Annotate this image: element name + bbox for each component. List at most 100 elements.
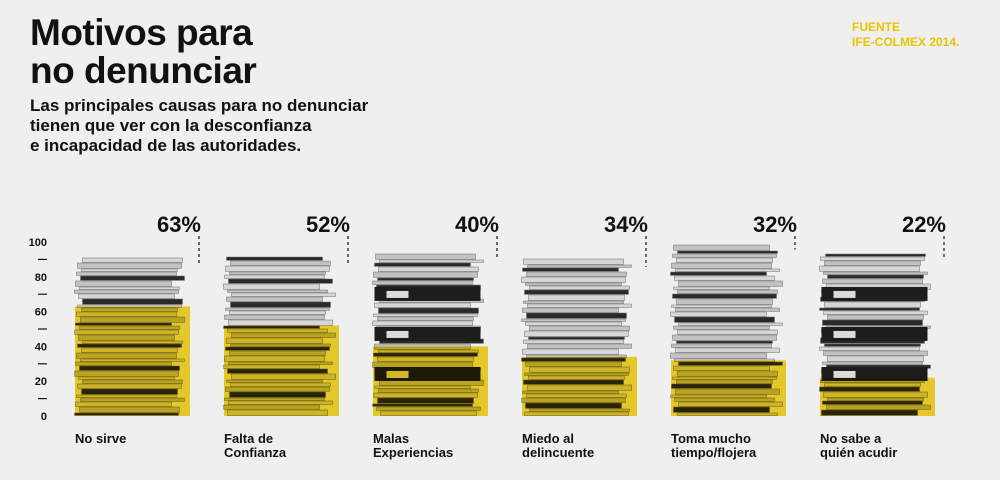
category-label: Falta de	[224, 431, 273, 446]
paper-sheet	[225, 307, 330, 311]
paper-sheet	[527, 303, 632, 308]
paper-sheet	[527, 343, 632, 349]
paper-sheet	[79, 286, 180, 290]
paper-sheet	[74, 289, 179, 294]
title-line-1: Motivos para	[30, 12, 253, 53]
category-label: Experiencias	[373, 445, 453, 460]
paper-sheet	[230, 301, 331, 308]
paper-sheet	[675, 307, 780, 312]
paper-sheet	[676, 340, 773, 344]
paper-sheet	[827, 314, 924, 320]
paper-sheet	[526, 312, 627, 319]
paper-sheet	[372, 320, 473, 326]
paper-sheet	[224, 274, 325, 279]
value-bar	[522, 356, 637, 416]
paper-sheet	[529, 325, 630, 331]
category-label: No sirve	[75, 431, 126, 446]
paper-sheet	[524, 289, 629, 295]
paper-sheet	[824, 301, 921, 308]
value-bar	[75, 306, 190, 416]
y-tick-label: 100	[29, 237, 47, 249]
binder-label	[386, 290, 409, 298]
category-label: Malas	[373, 431, 409, 446]
paper-sheet	[377, 316, 474, 321]
paper-sheet	[822, 319, 923, 326]
paper-sheet	[224, 314, 325, 320]
paper-sheet	[824, 343, 921, 347]
paper-sheet	[670, 352, 767, 359]
paper-sheet	[228, 319, 333, 326]
paper-sheet	[677, 250, 778, 254]
subtitle-line-3: e incapacidad de las autoridades.	[30, 136, 302, 155]
category-label: tiempo/flojera	[671, 445, 757, 460]
paper-sheet	[677, 329, 778, 335]
value-label: 22%	[902, 212, 946, 237]
paper-sheet	[819, 265, 920, 272]
paper-sheet	[81, 268, 178, 272]
paper-sheet	[671, 262, 772, 269]
paper-sheet	[673, 325, 770, 330]
value-bar	[820, 377, 935, 416]
paper-sheet	[223, 283, 320, 290]
paper-sheet	[827, 274, 924, 279]
paper-sheet	[524, 330, 629, 337]
paper-sheet	[823, 350, 928, 356]
value-label: 32%	[753, 212, 797, 237]
paper-sheet	[76, 271, 177, 276]
paper-sheet	[379, 259, 484, 263]
paper-sheet	[675, 347, 780, 353]
paper-sheet	[523, 300, 624, 304]
paper-sheet	[671, 343, 772, 348]
category-label: Miedo al	[522, 431, 574, 446]
paper-sheet	[374, 262, 471, 267]
paper-sheet	[673, 244, 770, 251]
value-label: 52%	[306, 212, 350, 237]
subtitle-line-2: tienen que ver con la desconfianza	[30, 116, 312, 135]
paper-sheet	[528, 336, 625, 340]
paper-sheet	[825, 253, 926, 257]
y-tick-label: 80	[35, 272, 47, 284]
paper-sheet	[526, 271, 627, 277]
paper-sheet	[529, 285, 630, 290]
paper-sheet	[525, 321, 622, 326]
category-label: delincuente	[522, 445, 594, 460]
paper-sheet	[373, 271, 478, 278]
paper-sheet	[822, 278, 923, 284]
paper-sheet	[374, 302, 471, 308]
paper-sheet	[373, 313, 478, 317]
paper-sheet	[672, 334, 777, 341]
paper-sheet	[824, 260, 921, 266]
paper-sheet	[527, 264, 632, 268]
value-bar	[224, 325, 339, 416]
paper-sheet	[523, 258, 624, 265]
paper-sheet	[819, 346, 920, 351]
paper-sheet	[375, 253, 476, 260]
paper-sheet	[676, 257, 773, 263]
paper-sheet	[676, 298, 773, 305]
source-label: FUENTE	[852, 20, 900, 34]
paper-sheet	[522, 307, 619, 313]
paper-sheet	[522, 267, 619, 272]
paper-sheet	[226, 296, 323, 302]
paper-sheet	[827, 355, 924, 362]
paper-sheet	[75, 280, 172, 287]
paper-sheet	[227, 289, 328, 293]
paper-sheet	[820, 256, 925, 261]
paper-sheet	[525, 282, 622, 286]
y-tick-label: 60	[35, 307, 47, 319]
paper-sheet	[521, 318, 626, 322]
paper-sheet	[229, 310, 326, 315]
paper-sheet	[372, 280, 473, 285]
paper-sheet	[77, 262, 182, 269]
paper-sheet	[378, 307, 479, 314]
binder-label	[833, 370, 856, 378]
paper-sheet	[231, 292, 336, 297]
paper-sheet	[672, 253, 777, 258]
paper-sheet	[822, 361, 923, 365]
paper-sheet	[78, 293, 175, 299]
source-note: FUENTE IFE-COLMEX 2014.	[852, 20, 959, 50]
